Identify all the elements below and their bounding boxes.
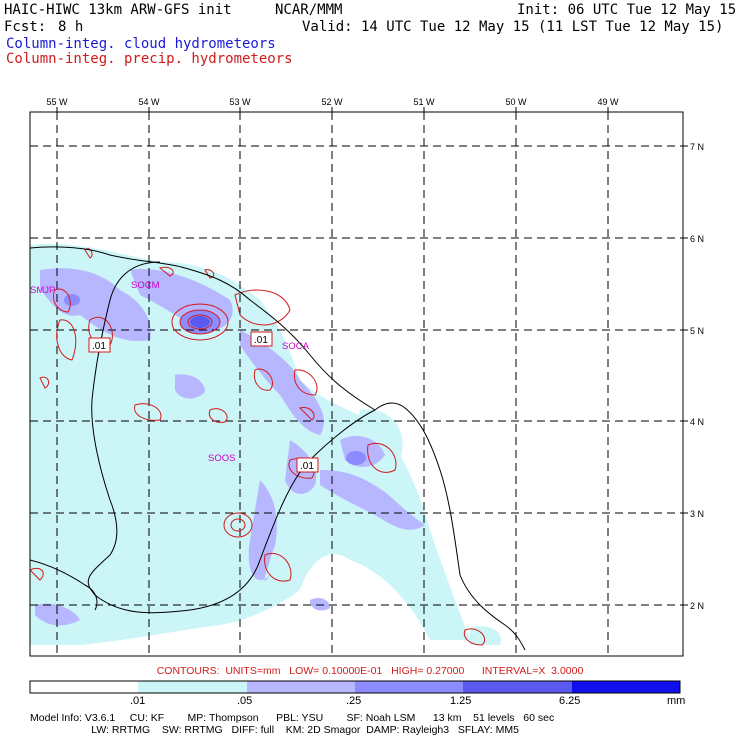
station-label-smjp: SMJP	[30, 285, 55, 296]
colorbar-unit: mm	[667, 695, 686, 707]
contour-label: .01	[92, 341, 106, 352]
colorbar-tick: .25	[346, 695, 362, 707]
lat-label: 6 N	[690, 234, 704, 244]
colorbar-tick: 1.25	[450, 695, 472, 707]
shaded-fields	[30, 243, 501, 646]
model-info-line1: Model Info: V3.6.1 CU: KF MP: Thompson P…	[30, 712, 555, 724]
lon-label: 51 W	[413, 97, 435, 107]
contour-label: .01	[300, 461, 314, 472]
colorbar	[29, 680, 681, 694]
lat-label: 2 N	[690, 601, 704, 611]
field-cloud-label: Column-integ. cloud hydrometeors	[6, 36, 276, 52]
forecast-label: Fcst:	[4, 19, 47, 35]
contours-info: CONTOURS: UNITS=mm LOW= 0.10000E-01 HIGH…	[156, 665, 584, 677]
org-label: NCAR/MMM	[275, 2, 343, 18]
forecast-value: 8 h	[58, 19, 84, 35]
lat-label: 4 N	[690, 417, 704, 427]
coastline-borders	[30, 246, 526, 651]
init-time: Init: 06 UTC Tue 12 May 15	[517, 2, 737, 18]
contour-label-boxes: .01 .01 .01	[88, 331, 319, 473]
station-label-socm: SOCM	[131, 280, 160, 291]
lon-label: 49 W	[597, 97, 619, 107]
colorbar-tick: 6.25	[559, 695, 581, 707]
station-label-soos: SOOS	[208, 453, 235, 464]
colorbar-tick: .01	[130, 695, 146, 707]
lon-label: 53 W	[229, 97, 251, 107]
lon-label: 54 W	[138, 97, 160, 107]
lon-label: 50 W	[505, 97, 527, 107]
model-info-line2: LW: RRTMG SW: RRTMG DIFF: full KM: 2D Sm…	[30, 724, 519, 736]
lat-label: 5 N	[690, 326, 704, 336]
field-precip-label: Column-integ. precip. hydrometeors	[6, 51, 293, 67]
station-label-soca: SOCA	[282, 341, 310, 352]
model-title: HAIC-HIWC 13km ARW-GFS init	[4, 2, 232, 18]
contour-label: .01	[254, 335, 268, 346]
lat-label: 3 N	[690, 509, 704, 519]
lon-label: 55 W	[46, 97, 68, 107]
valid-time: Valid: 14 UTC Tue 12 May 15 (11 LST Tue …	[302, 19, 724, 35]
colorbar-tick: .05	[237, 695, 253, 707]
lon-label: 52 W	[321, 97, 343, 107]
lat-label: 7 N	[690, 142, 704, 152]
map-frame	[29, 111, 684, 657]
